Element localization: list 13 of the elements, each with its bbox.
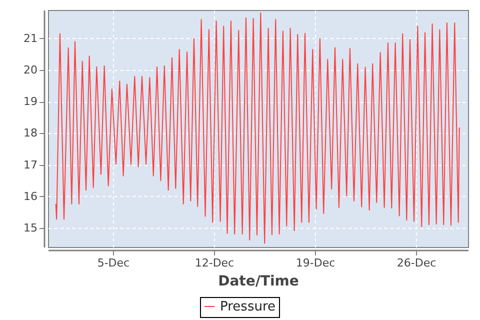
y-tick-label: 15 (24, 222, 38, 235)
x-tick-label: 26-Dec (396, 256, 436, 270)
x-tick-label: 12-Dec (194, 256, 234, 270)
y-tick-label: 16 (24, 190, 38, 203)
y-tick-label: 18 (24, 126, 38, 140)
x-axis-title: Date/Time (218, 274, 299, 290)
y-tick-label: 17 (24, 158, 38, 172)
y-tick-label: 20 (24, 64, 38, 77)
y-tick-label: 19 (24, 95, 38, 108)
y-tick-label: 21 (24, 32, 38, 45)
x-tick-label: 19-Dec (296, 256, 336, 270)
x-tick-label: 5-Dec (97, 256, 130, 270)
legend-label: Pressure (220, 300, 276, 314)
